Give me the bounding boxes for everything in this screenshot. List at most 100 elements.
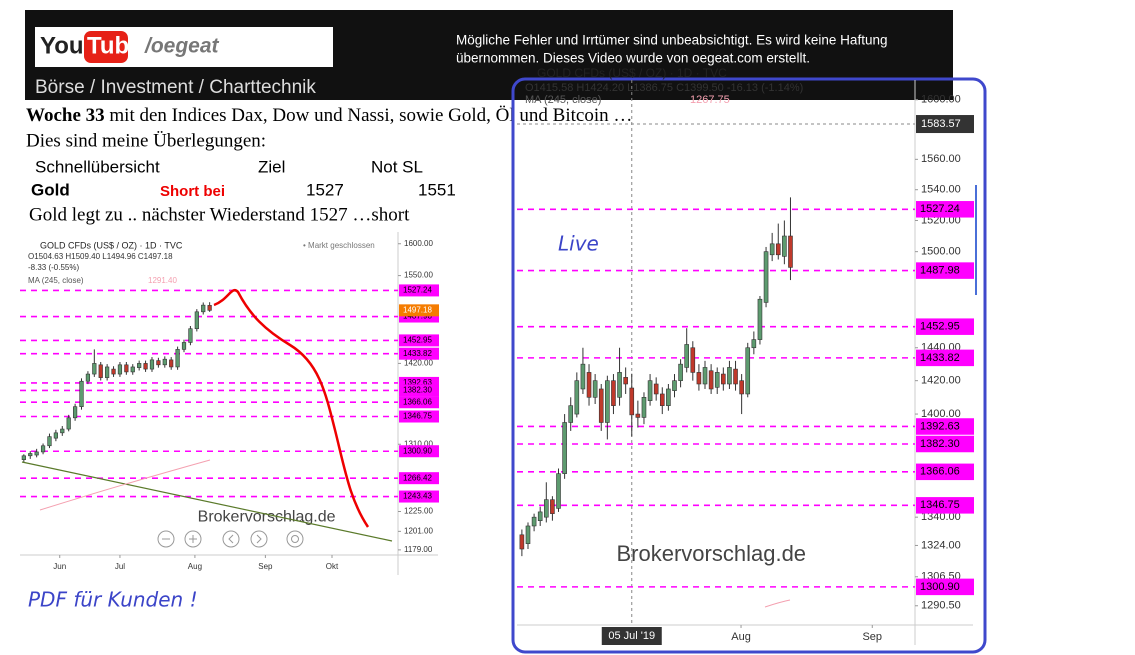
level-label: 1452.95 <box>403 336 432 345</box>
candle-body <box>605 380 610 423</box>
candle-body <box>696 372 702 385</box>
intro-rest: mit den Indices Dax, Dow und Nassi, sowi… <box>105 105 633 126</box>
trend-line <box>21 461 393 542</box>
pdf-label: PDF für Kunden ! <box>28 588 198 612</box>
x-tick-label: Sep <box>258 562 273 571</box>
logo-you: You <box>40 32 84 59</box>
market-status: • Markt geschlossen <box>303 241 375 250</box>
candle-body <box>666 388 671 406</box>
disclaimer-line: übernommen. Dieses Video wurde von oegea… <box>456 51 810 66</box>
candle-body <box>66 417 71 430</box>
last-price-box <box>399 304 439 317</box>
table-cell: Gold <box>31 180 70 199</box>
charts: 1600.00 1550.00 1420.00 1310.00 1225.00 1201.… <box>20 66 974 645</box>
x-tick-label: Okt <box>326 562 339 571</box>
intro-line: Woche 33 mit den Indices Dax, Dow und Na… <box>26 105 632 126</box>
candle-body <box>629 387 635 416</box>
candle-body <box>757 298 763 340</box>
level-box <box>399 384 439 397</box>
candle-body <box>568 405 574 423</box>
candle-body <box>672 380 677 391</box>
candle-body <box>769 243 775 256</box>
scroll-right[interactable] <box>250 530 268 548</box>
y-tick-label: 1600.00 <box>921 94 961 106</box>
level-box <box>399 472 439 485</box>
disclaimer-line: Mögliche Fehler und Irrtümer sind unbeab… <box>456 33 887 48</box>
zoom-controls <box>157 530 304 548</box>
x-tick-label: Jun <box>53 562 66 571</box>
candle-body <box>708 370 714 390</box>
candle-body <box>181 342 187 350</box>
candle-body <box>684 344 689 368</box>
candle-body <box>550 499 555 514</box>
y-tick-label: 1290.50 <box>921 600 961 612</box>
x-tick-label: Jul <box>115 562 125 571</box>
zoom-out[interactable] <box>157 530 175 548</box>
level-box <box>916 463 974 481</box>
candle-body <box>28 453 33 457</box>
crosshair-y-box <box>916 115 974 134</box>
level-label: 1346.75 <box>403 412 432 421</box>
ma-label: MA (245, close) <box>28 276 84 285</box>
chart-title: GOLD CFDs (US$ / OZ) · 1D · TVC <box>40 240 183 250</box>
y-tick-label: 1179.00 <box>404 545 433 554</box>
candle-body <box>194 311 199 330</box>
candle-body <box>149 359 155 370</box>
candle-body <box>763 251 769 303</box>
channel-name: /oegeat <box>144 35 220 58</box>
candle-body <box>580 363 586 390</box>
table-cell: 1551 <box>418 180 456 199</box>
level-box <box>399 334 439 347</box>
candle-body <box>653 383 659 395</box>
candle-body <box>690 347 696 373</box>
candle-body <box>85 373 91 382</box>
x-tick-label: Aug <box>188 562 202 571</box>
level-box <box>916 349 974 367</box>
candle-body <box>727 367 732 385</box>
level-label: 1433.82 <box>403 349 432 358</box>
candle-body <box>702 367 708 385</box>
candle-body <box>105 366 110 378</box>
level-label: 1300.90 <box>403 446 432 455</box>
candle-body <box>531 516 537 527</box>
ohlc-text: O1415.58 H1424.20 L1386.75 C1399.50 -16.… <box>525 82 803 94</box>
candle-body <box>175 349 180 368</box>
intro-line: Dies sind meine Überlegungen: <box>26 130 266 151</box>
level-label: 1392.63 <box>403 378 432 387</box>
candle-body <box>611 380 616 406</box>
ohlc-text: -8.33 (-0.55%) <box>28 263 79 272</box>
table-header: Schnellübersicht <box>35 157 160 176</box>
level-label: 1487.98 <box>920 265 960 277</box>
comment: Gold legt zu .. nächster Wiederstand 152… <box>29 204 410 225</box>
reset[interactable] <box>286 530 304 548</box>
level-box <box>916 418 974 435</box>
y-tick-label: 1420.00 <box>921 375 961 387</box>
level-box <box>916 578 974 596</box>
crosshair-x-label: 05 Jul '19 <box>608 630 655 642</box>
candle-body <box>556 473 561 509</box>
level-label: 1366.06 <box>920 466 960 478</box>
candle-body <box>592 380 598 398</box>
candle-body <box>201 304 206 313</box>
zoom-in[interactable] <box>184 530 202 548</box>
candle-body <box>586 372 592 398</box>
level-box <box>399 284 439 297</box>
y-tick-label: 1600.00 <box>404 239 433 248</box>
candle-body <box>641 397 647 418</box>
candle-body <box>733 368 738 385</box>
candle-body <box>714 372 720 388</box>
crosshair-y-label: 1583.57 <box>921 118 961 130</box>
scroll-left[interactable] <box>222 530 240 548</box>
level-box <box>916 497 974 514</box>
ohlc-text: O1504.63 H1509.40 L1494.96 C1497.18 <box>28 252 173 261</box>
chart-title: GOLD CFDs (US$ / OZ) · 1D · TVC <box>537 66 727 80</box>
candle-body <box>751 339 757 349</box>
level-box <box>399 347 439 360</box>
level-label: 1300.90 <box>920 581 960 593</box>
crosshair-x-box <box>601 627 662 645</box>
level-label: 1366.06 <box>403 397 432 406</box>
candle-body <box>79 380 84 407</box>
y-tick-label: 1225.00 <box>404 507 433 516</box>
y-tick-label: 1324.00 <box>921 539 961 551</box>
